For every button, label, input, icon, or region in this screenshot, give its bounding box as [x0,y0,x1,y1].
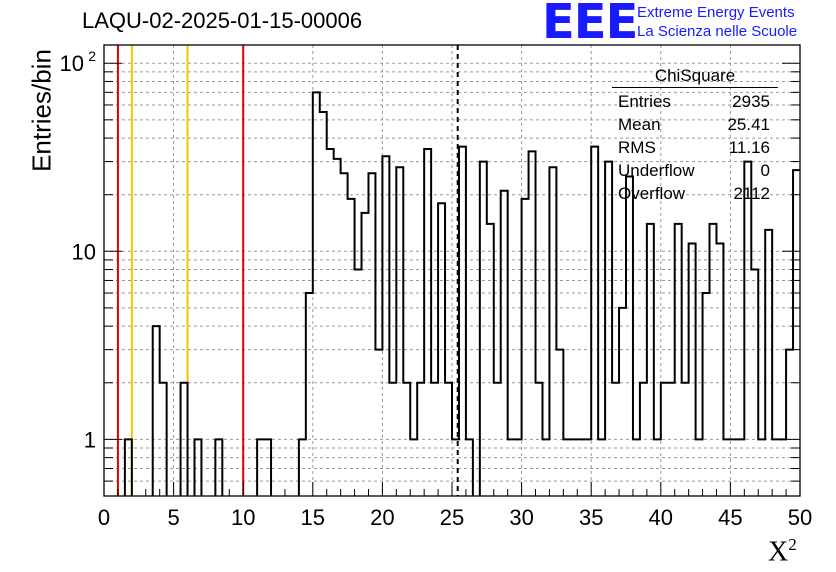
stats-label: Overflow [618,184,686,203]
x-tick-label: 20 [370,505,394,530]
chart-title: LAQU-02-2025-01-15-00006 [82,8,363,33]
stats-label: RMS [618,138,656,157]
x-axis-label: X2 [768,535,797,568]
stats-row-mean: Mean 25.41 [612,113,778,136]
stats-box: ChiSquare Entries 2935 Mean 25.41 RMS 11… [612,66,778,205]
y-tick-label: 1 [84,427,96,452]
reference-lines [116,45,459,496]
stats-value: 11.16 [728,138,770,157]
logo-line-1: Extreme Energy Events [637,4,795,21]
x-tick-label: 35 [579,505,603,530]
y-axis-label: Entries/bin [26,49,57,172]
stats-value: 2935 [732,92,770,111]
x-tick-label: 30 [509,505,533,530]
stats-value: 2112 [733,184,770,203]
stats-row-rms: RMS 11.16 [612,136,778,159]
stats-label: Mean [618,115,661,134]
eee-logo-text: Extreme Energy Events La Scienza nelle S… [637,3,797,41]
stats-title: ChiSquare [612,66,778,88]
stats-value: 25.41 [727,115,770,134]
histogram-series [123,91,800,496]
y-tick-label: 10 [72,239,96,264]
x-tick-label: 5 [167,505,179,530]
stats-row-entries: Entries 2935 [612,90,778,113]
x-tick-label: 50 [788,505,812,530]
y-tick-label-sup: 2 [88,48,96,64]
x-tick-label: 25 [440,505,464,530]
stats-value: 0 [760,161,770,180]
x-axis-label-sup: 2 [788,535,797,554]
stats-label: Underflow [618,161,695,180]
axis-ticks [103,62,801,497]
x-axis-label-text: X [768,536,789,568]
x-tick-label: 15 [301,505,325,530]
stats-row-underflow: Underflow 0 [612,159,778,182]
y-tick-label: 10 [60,51,84,76]
eee-logo-mark: EEE [542,0,638,50]
stats-label: Entries [618,92,671,111]
x-tick-label: 0 [98,505,110,530]
x-tick-label: 10 [231,505,255,530]
logo-line-2: La Scienza nelle Scuole [637,23,798,40]
stats-row-overflow: Overflow 2112 [612,182,778,205]
x-tick-label: 45 [718,505,742,530]
x-tick-label: 40 [649,505,673,530]
histogram-line [123,91,800,496]
